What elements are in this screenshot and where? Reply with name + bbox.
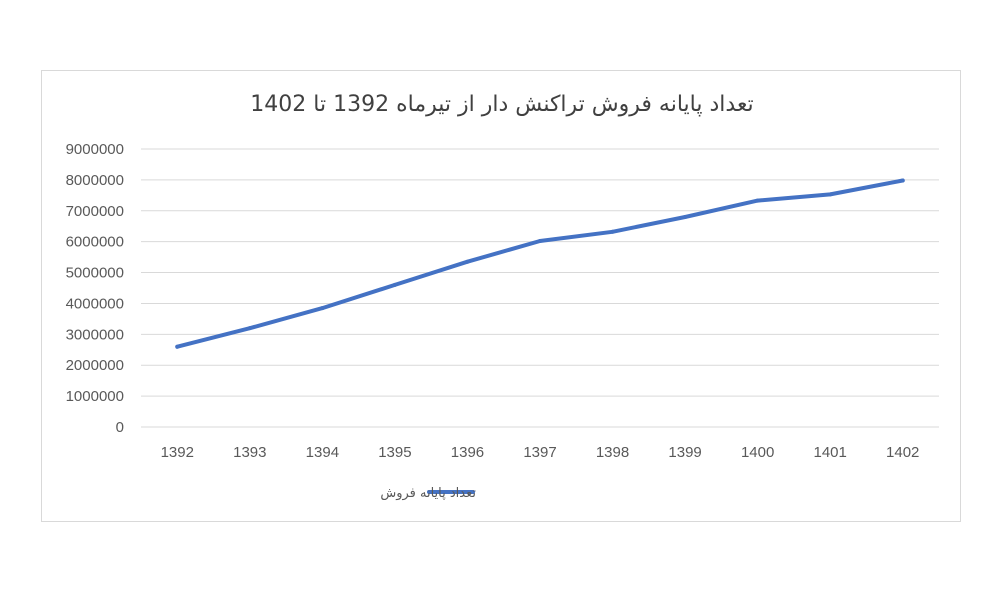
y-tick-label: 9000000 (66, 141, 124, 158)
x-tick-label: 1395 (378, 444, 411, 461)
y-tick-label: 3000000 (66, 326, 124, 343)
data-point (320, 306, 325, 311)
data-point (538, 239, 542, 244)
x-tick-label: 1402 (886, 444, 919, 461)
data-point (392, 282, 397, 287)
data-point (175, 344, 180, 349)
line-chart: تعداد پایانه فروش تراکنش دار از تیرماه 1… (66, 92, 939, 501)
y-tick-label: 7000000 (66, 203, 124, 220)
y-tick-label: 1000000 (66, 388, 124, 405)
data-point (465, 259, 470, 264)
y-tick-label: 8000000 (66, 172, 124, 189)
y-tick-label: 0 (116, 419, 124, 436)
x-tick-label: 1392 (161, 444, 194, 461)
chart-frame: تعداد پایانه فروش تراکنش دار از تیرماه 1… (41, 70, 961, 522)
data-point (755, 198, 760, 203)
x-tick-label: 1396 (451, 444, 484, 461)
series-line (175, 178, 905, 349)
data-point (610, 229, 615, 234)
x-tick-label: 1393 (233, 444, 266, 461)
y-tick-label: 6000000 (66, 234, 124, 251)
x-axis-ticks: 1392 1393 1394 1395 1396 1397 1398 1399 1400 1401… (161, 444, 920, 461)
x-tick-label: 1399 (668, 444, 701, 461)
y-tick-label: 2000000 (66, 357, 124, 374)
data-point (900, 178, 905, 183)
series-layer (175, 178, 905, 349)
legend: تعداد پایانه فروش (380, 486, 476, 501)
chart-title: تعداد پایانه فروش تراکنش دار از تیرماه 1… (250, 92, 753, 117)
x-tick-label: 1400 (741, 444, 774, 461)
x-tick-label: 1394 (306, 444, 339, 461)
grid-lines (141, 148, 939, 428)
data-point (247, 326, 252, 331)
data-point (683, 214, 688, 219)
x-tick-label: 1401 (813, 444, 846, 461)
y-tick-label: 5000000 (66, 265, 124, 282)
x-tick-label: 1398 (596, 444, 629, 461)
x-tick-label: 1397 (523, 444, 556, 461)
y-tick-label: 4000000 (66, 295, 124, 312)
y-axis-ticks: 9000000 8000000 7000000 6000000 5000000 40000… (66, 141, 124, 436)
data-point (828, 192, 833, 197)
legend-label: تعداد پایانه فروش (380, 486, 476, 501)
